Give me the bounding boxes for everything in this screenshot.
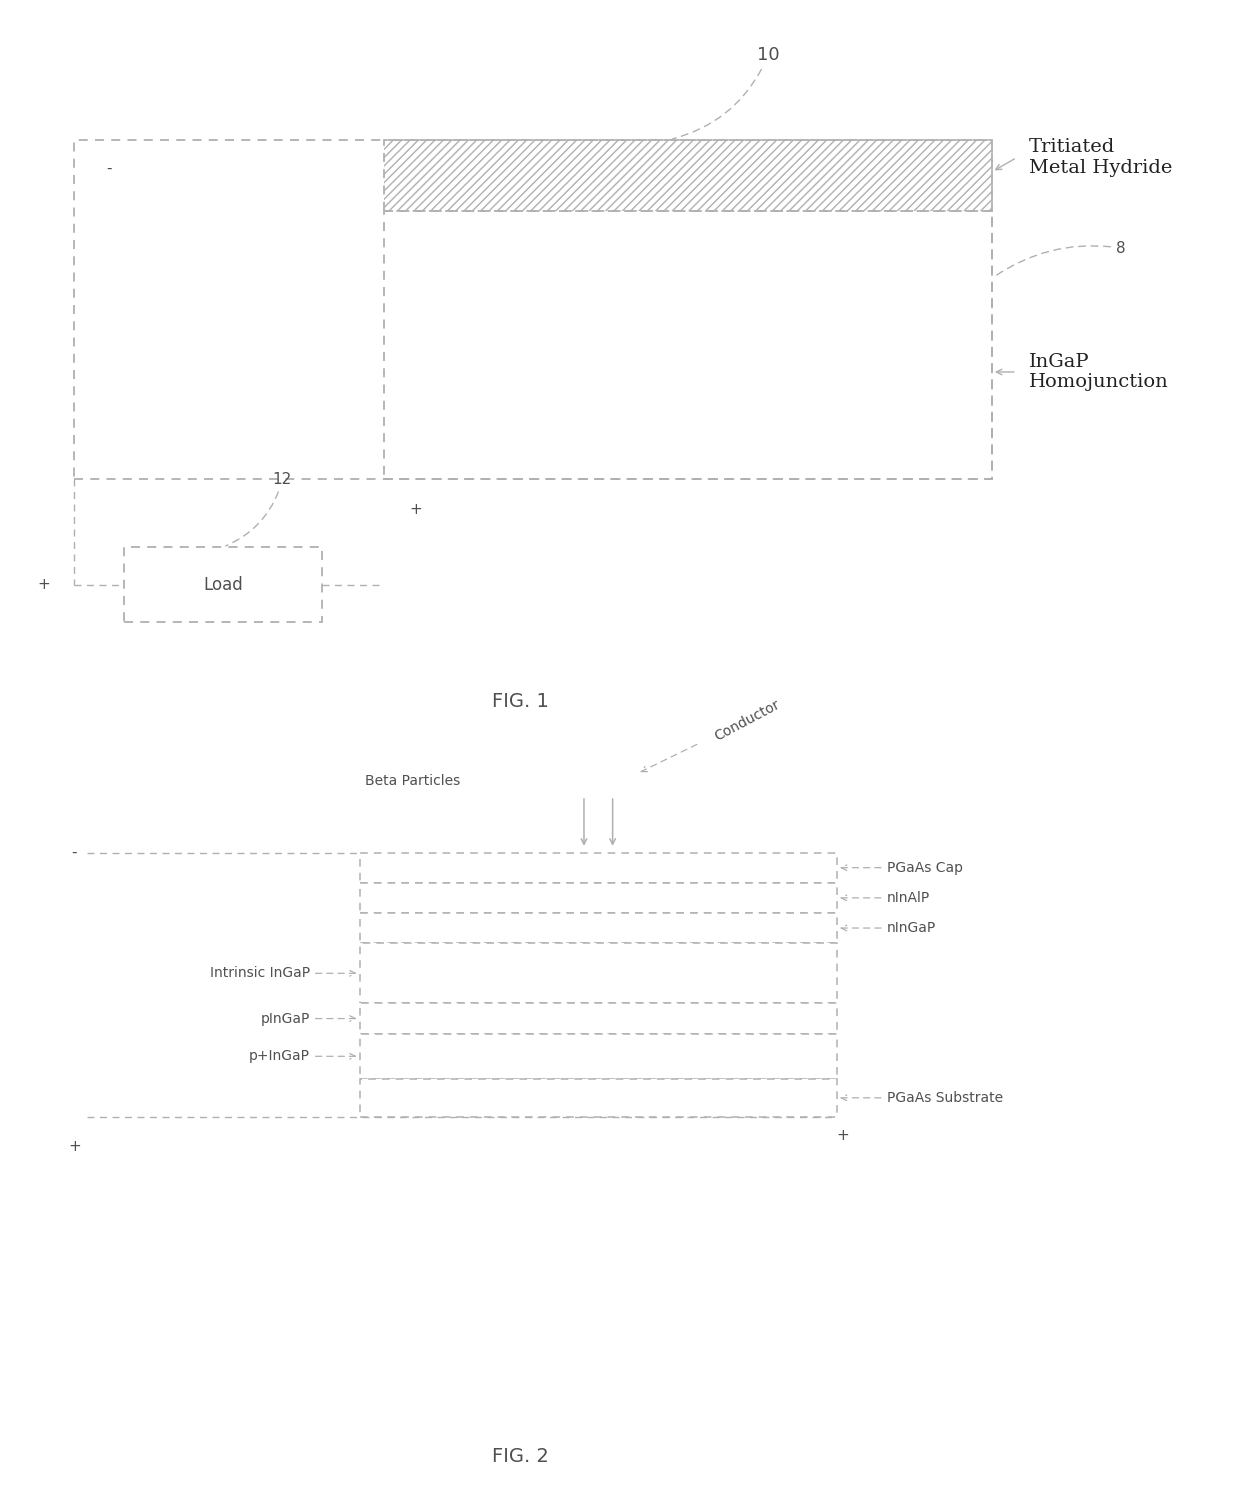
Text: Beta Particles: Beta Particles (365, 774, 460, 788)
Text: Intrinsic InGaP: Intrinsic InGaP (210, 966, 356, 981)
Text: -: - (107, 160, 112, 175)
Bar (360, 883, 837, 913)
Bar (360, 913, 837, 943)
Text: +: + (409, 502, 422, 516)
Text: +: + (68, 1139, 81, 1154)
Bar (74, 140, 992, 480)
Text: PGaAs Substrate: PGaAs Substrate (841, 1091, 1003, 1105)
Bar (360, 853, 837, 883)
Bar (360, 943, 837, 1003)
Text: +: + (837, 1129, 849, 1142)
Text: FIG. 1: FIG. 1 (492, 693, 549, 711)
Bar (384, 140, 992, 211)
Text: PGaAs Cap: PGaAs Cap (841, 860, 962, 875)
Text: 8: 8 (994, 240, 1126, 276)
Text: p+InGaP: p+InGaP (249, 1049, 356, 1064)
Text: 10: 10 (672, 47, 780, 139)
Bar (124, 546, 322, 622)
Text: nInAlP: nInAlP (841, 890, 930, 905)
Text: InGaP
Homojunction: InGaP Homojunction (1029, 353, 1169, 391)
Bar (384, 211, 992, 480)
Text: Load: Load (203, 576, 243, 593)
Text: pInGaP: pInGaP (260, 1011, 356, 1026)
Text: Tritiated
Metal Hydride: Tritiated Metal Hydride (1029, 139, 1173, 177)
Text: 12: 12 (226, 472, 293, 546)
Text: +: + (37, 578, 50, 592)
Text: FIG. 2: FIG. 2 (492, 1447, 549, 1465)
Text: nInGaP: nInGaP (841, 920, 936, 936)
Text: -: - (72, 845, 77, 860)
Bar (360, 1079, 837, 1117)
Bar (360, 1034, 837, 1079)
Bar (360, 1003, 837, 1034)
Text: Conductor: Conductor (712, 697, 782, 744)
